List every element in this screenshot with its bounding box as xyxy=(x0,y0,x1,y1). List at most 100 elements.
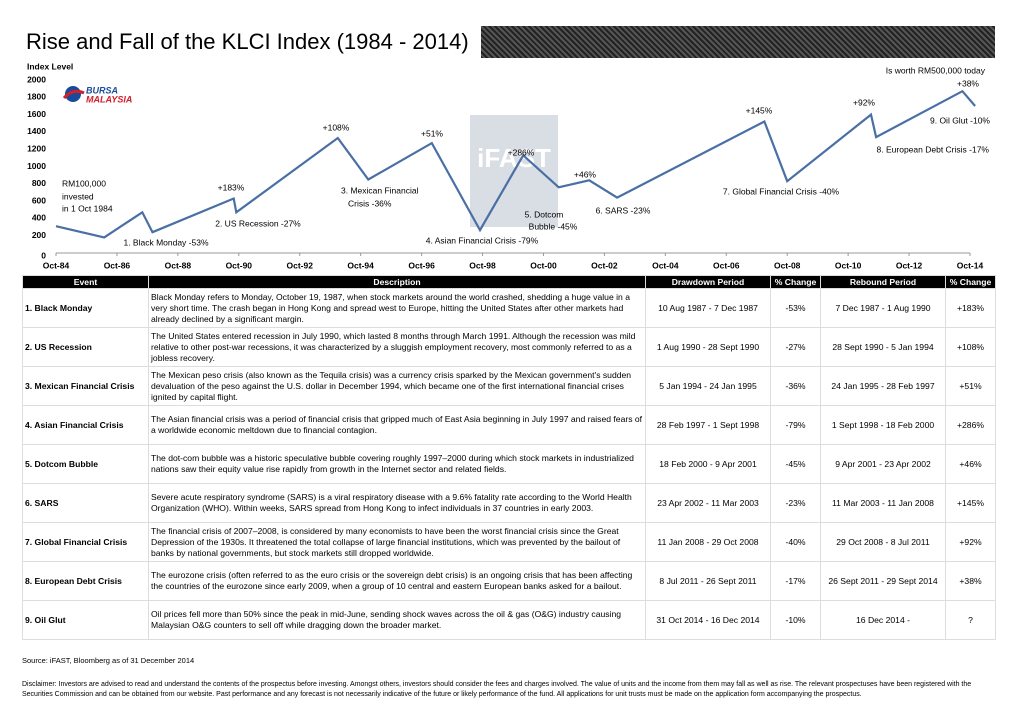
table-row: 1. Black Monday Black Monday refers to Mo… xyxy=(22,288,996,328)
table-cell: 5 Jan 1994 - 24 Jan 1995 xyxy=(645,366,771,406)
table-row: 2. US Recession The United States entered… xyxy=(22,327,996,367)
table-row: 3. Mexican Financial Crisis The Mexican p… xyxy=(22,366,996,406)
table-header: Event Description Drawdown Period% Change R… xyxy=(22,275,996,289)
column-header: Description xyxy=(148,275,646,289)
y-tick-label: 1600 xyxy=(27,109,46,119)
y-tick-label: 1000 xyxy=(27,161,46,171)
annotation: +92% xyxy=(853,97,875,107)
table-row: 5. Dotcom Bubble The dot-com bubble was a… xyxy=(22,444,996,484)
table-cell: +92% xyxy=(945,522,996,562)
table-cell: 1 Sept 1998 - 18 Feb 2000 xyxy=(820,405,946,445)
x-tick-label: Oct-86 xyxy=(104,260,131,270)
table-cell: 9. Oil Glut xyxy=(22,600,149,640)
annotation: +286% xyxy=(508,147,535,157)
table-cell: 16 Dec 2014 - xyxy=(820,600,946,640)
table-cell: ? xyxy=(945,600,996,640)
y-tick-label: 1200 xyxy=(27,143,46,153)
x-tick-label: Oct-02 xyxy=(591,260,618,270)
table-cell: -17% xyxy=(770,561,821,601)
annotation: Crisis -36% xyxy=(348,198,392,208)
table-cell: 18 Feb 2000 - 9 Apr 2001 xyxy=(645,444,771,484)
annotation: 7. Global Financial Crisis -40% xyxy=(723,186,840,196)
column-header: Event xyxy=(22,275,149,289)
x-tick-label: Oct-08 xyxy=(774,260,801,270)
y-tick-label: 0 xyxy=(41,250,46,260)
table-cell: 31 Oct 2014 - 16 Dec 2014 xyxy=(645,600,771,640)
x-tick-label: Oct-14 xyxy=(957,260,984,270)
table-cell: -23% xyxy=(770,483,821,523)
annotation: +46% xyxy=(574,169,596,179)
logo-text: MALAYSIA xyxy=(86,94,132,104)
table-cell: 23 Apr 2002 - 11 Mar 2003 xyxy=(645,483,771,523)
annotation: 9. Oil Glut -10% xyxy=(930,115,990,125)
annotation: +51% xyxy=(421,128,443,138)
y-tick-label: 2000 xyxy=(27,74,46,84)
table-cell: +108% xyxy=(945,327,996,367)
table-row: 6. SARS Severe acute respiratory syndrome… xyxy=(22,483,996,523)
table-cell: 1. Black Monday xyxy=(22,288,149,328)
table-cell: 9 Apr 2001 - 23 Apr 2002 xyxy=(820,444,946,484)
annotation: 8. European Debt Crisis -17% xyxy=(877,144,990,154)
annotation: 3. Mexican Financial xyxy=(341,185,419,195)
table-cell: Black Monday refers to Monday, October 1… xyxy=(148,288,646,328)
table-cell: 7. Global Financial Crisis xyxy=(22,522,149,562)
table-cell: 11 Jan 2008 - 29 Oct 2008 xyxy=(645,522,771,562)
table-cell: 5. Dotcom Bubble xyxy=(22,444,149,484)
x-tick-label: Oct-92 xyxy=(286,260,313,270)
column-header: % Change xyxy=(945,275,996,289)
x-tick-label: Oct-90 xyxy=(226,260,253,270)
table-cell: 8 Jul 2011 - 26 Sept 2011 xyxy=(645,561,771,601)
source: Source: iFAST, Bloomberg as of 31 Decemb… xyxy=(22,656,195,665)
annotation: RM100,000 xyxy=(62,178,106,188)
annotation: 4. Asian Financial Crisis -79% xyxy=(426,235,539,245)
column-header: Rebound Period xyxy=(820,275,946,289)
table-cell: +145% xyxy=(945,483,996,523)
x-tick-label: Oct-96 xyxy=(408,260,435,270)
annotation: +38% xyxy=(957,78,979,88)
table-cell: The Mexican peso crisis (also known as t… xyxy=(148,366,646,406)
x-tick-label: Oct-94 xyxy=(347,260,374,270)
table-cell: 11 Mar 2003 - 11 Jan 2008 xyxy=(820,483,946,523)
table-cell: The eurozone crisis (often referred to a… xyxy=(148,561,646,601)
table-cell: The dot-com bubble was a historic specul… xyxy=(148,444,646,484)
x-tick-label: Oct-98 xyxy=(469,260,496,270)
table-cell: +183% xyxy=(945,288,996,328)
table-cell: -36% xyxy=(770,366,821,406)
table-cell: 3. Mexican Financial Crisis xyxy=(22,366,149,406)
x-tick-label: Oct-06 xyxy=(713,260,740,270)
table-row: 7. Global Financial Crisis The financial … xyxy=(22,522,996,562)
table-cell: The financial crisis of 2007–2008, is co… xyxy=(148,522,646,562)
table-cell: -40% xyxy=(770,522,821,562)
x-tick-label: Oct-00 xyxy=(530,260,557,270)
table-row: 4. Asian Financial Crisis The Asian finan… xyxy=(22,405,996,445)
annotation: 5. Dotcom xyxy=(525,209,564,219)
index-line xyxy=(55,89,976,239)
table-cell: 8. European Debt Crisis xyxy=(22,561,149,601)
table-cell: 1 Aug 1990 - 28 Sept 1990 xyxy=(645,327,771,367)
x-tick-label: Oct-84 xyxy=(43,260,70,270)
annotation: Is worth RM500,000 today xyxy=(886,65,986,75)
column-header: % Change xyxy=(770,275,821,289)
table-cell: 2. US Recession xyxy=(22,327,149,367)
y-tick-label: 1800 xyxy=(27,92,46,102)
table-cell: -79% xyxy=(770,405,821,445)
annotation: 1. Black Monday -53% xyxy=(123,237,208,247)
table-cell: -45% xyxy=(770,444,821,484)
column-header: Drawdown Period xyxy=(645,275,771,289)
table-cell: Oil prices fell more than 50% since the … xyxy=(148,600,646,640)
table-cell: Severe acute respiratory syndrome (SARS)… xyxy=(148,483,646,523)
events-table: Event Description Drawdown Period% Change R… xyxy=(22,275,996,640)
y-tick-label: 400 xyxy=(32,213,46,223)
y-tick-label: 600 xyxy=(32,195,46,205)
table-cell: -53% xyxy=(770,288,821,328)
table-row: 8. European Debt Crisis The eurozone cris… xyxy=(22,561,996,601)
logo-text: BURSA xyxy=(86,85,118,95)
table-cell: 6. SARS xyxy=(22,483,149,523)
table-cell: +286% xyxy=(945,405,996,445)
y-tick-label: 200 xyxy=(32,230,46,240)
table-cell: 28 Sept 1990 - 5 Jan 1994 xyxy=(820,327,946,367)
chart-title: Rise and Fall of the KLCI Index (1984 - … xyxy=(22,26,481,58)
annotation: 2. US Recession -27% xyxy=(215,218,301,228)
x-tick-label: Oct-88 xyxy=(165,260,192,270)
